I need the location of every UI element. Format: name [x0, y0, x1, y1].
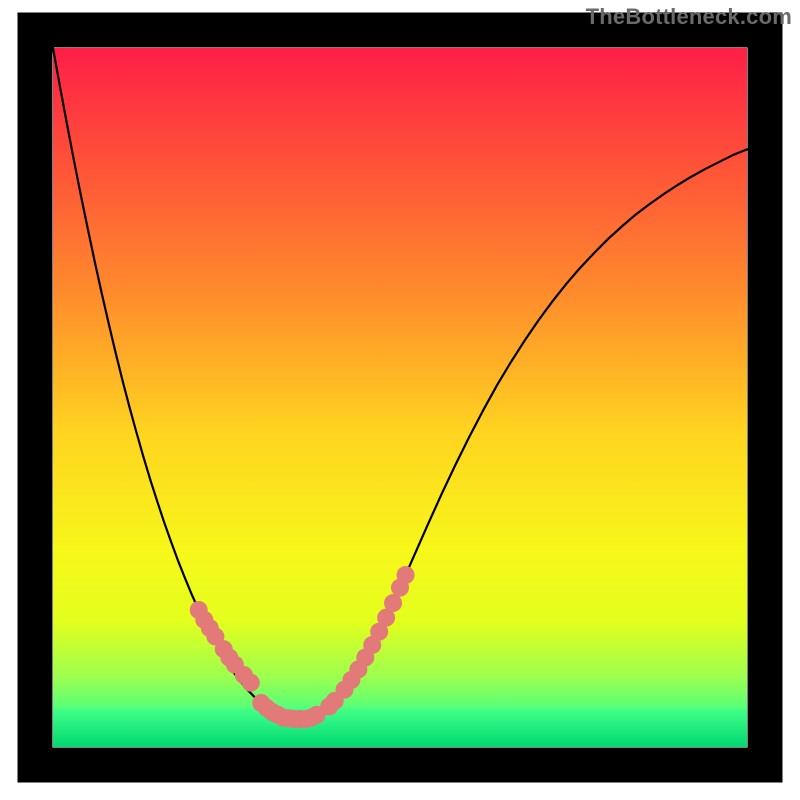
chart-svg — [0, 0, 800, 800]
watermark-text: TheBottleneck.com — [586, 4, 792, 30]
bottleneck-chart: TheBottleneck.com — [0, 0, 800, 800]
